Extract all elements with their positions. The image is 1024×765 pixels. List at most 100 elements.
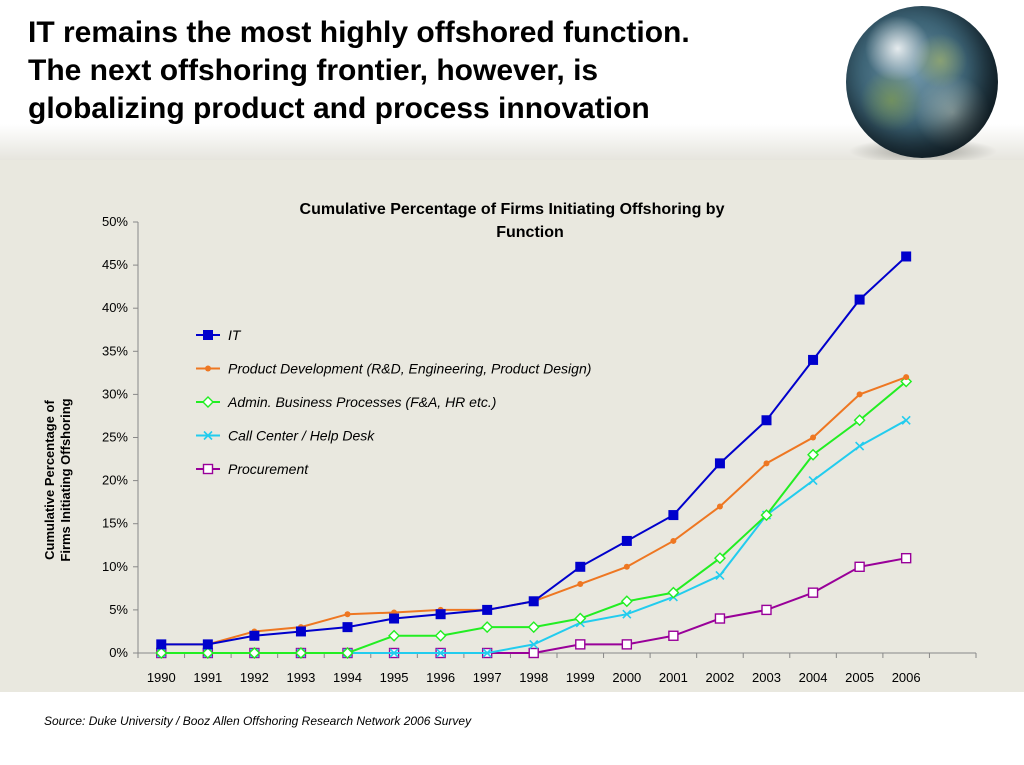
data-point (623, 563, 630, 570)
y-tick-label: 10% (102, 559, 128, 574)
legend-swatch-marker (203, 330, 213, 340)
data-point (808, 476, 818, 486)
data-point (901, 415, 911, 425)
data-point (900, 552, 912, 564)
legend-item-2: Product Development (R&D, Engineering, P… (196, 361, 591, 377)
series-line (161, 380, 907, 654)
data-point (342, 622, 353, 633)
globe-image (846, 6, 998, 158)
data-point (528, 596, 539, 607)
y-tick-label: 45% (102, 257, 128, 272)
data-point (715, 570, 725, 580)
data-point (389, 613, 400, 624)
x-tick-label: 2003 (752, 670, 781, 685)
x-tick-label: 1990 (147, 670, 176, 685)
legend-label: Call Center / Help Desk (228, 428, 375, 444)
data-point (529, 639, 539, 649)
data-point (713, 552, 726, 565)
x-tick-label: 1997 (473, 670, 502, 685)
y-tick-label: 50% (102, 214, 128, 229)
x-tick-label: 2005 (845, 670, 874, 685)
chart-title-line-1: Cumulative Percentage of Firms Initiatin… (300, 201, 725, 218)
legend-swatch-marker (202, 463, 214, 475)
slide-title-line-1: IT remains the most highly offshored fun… (28, 16, 690, 49)
y-axis-label-line-2: Firms Initiating Offshoring (58, 398, 73, 561)
data-point (341, 647, 354, 659)
x-tick-label: 1999 (566, 670, 595, 685)
legend-label: IT (228, 327, 242, 343)
legend-item-3: Admin. Business Processes (F&A, HR etc.) (196, 394, 496, 410)
x-tick-label: 2004 (799, 670, 828, 685)
data-point (574, 612, 587, 625)
slide-title: IT remains the most highly offshored fun… (28, 14, 828, 128)
data-point (294, 647, 307, 659)
source-note: Source: Duke University / Booz Allen Off… (44, 714, 472, 728)
data-point (808, 354, 819, 365)
data-point (575, 639, 586, 650)
data-point (527, 621, 540, 634)
data-point (760, 509, 773, 522)
data-point (714, 458, 725, 469)
chart-title-line-2: Function (496, 224, 564, 241)
data-point (575, 561, 586, 572)
x-tick-label: 1998 (519, 670, 548, 685)
data-point (389, 648, 399, 658)
legend-label: Procurement (228, 461, 309, 477)
data-point (854, 294, 865, 305)
data-point (248, 647, 261, 659)
data-point (854, 561, 865, 572)
data-point (667, 586, 680, 599)
legend-item-1: IT (196, 327, 242, 343)
title-band (0, 124, 1024, 160)
slide-title-line-2: The next offshoring frontier, however, i… (28, 54, 599, 87)
data-point (853, 414, 866, 427)
data-point (670, 537, 677, 544)
y-axis-label-line-1: Cumulative Percentage of (42, 400, 57, 560)
data-point (295, 626, 306, 637)
data-point (903, 374, 910, 381)
data-point (807, 587, 819, 598)
data-point (344, 611, 351, 618)
data-point (481, 621, 494, 634)
legend-label: Admin. Business Processes (F&A, HR etc.) (227, 394, 496, 410)
x-tick-label: 2006 (892, 670, 921, 685)
series-line (161, 255, 907, 646)
x-tick-label: 2000 (612, 670, 641, 685)
y-axis-label: Cumulative Percentage of Firms Initiatin… (42, 398, 73, 561)
legend-label: Product Development (R&D, Engineering, P… (228, 361, 591, 377)
data-point (155, 647, 168, 659)
series-2 (158, 374, 910, 648)
data-point (763, 460, 770, 467)
x-tick-label: 1996 (426, 670, 455, 685)
data-point (621, 639, 633, 650)
x-tick-label: 2001 (659, 670, 688, 685)
y-tick-label: 25% (102, 430, 128, 445)
data-point (249, 630, 260, 641)
y-tick-label: 30% (102, 386, 128, 401)
x-tick-label: 2002 (705, 670, 734, 685)
data-point (528, 647, 539, 659)
y-tick-label: 40% (102, 300, 128, 315)
legend-item-4: Call Center / Help Desk (196, 428, 375, 444)
data-point (810, 434, 817, 441)
data-point (435, 609, 446, 620)
data-point (482, 648, 492, 658)
series-4 (156, 415, 911, 658)
data-point (202, 639, 213, 650)
legend-item-5: Procurement (196, 461, 309, 477)
x-tick-label: 1991 (193, 670, 222, 685)
slide-title-line-3: globalizing product and process innovati… (28, 92, 650, 125)
data-point (388, 629, 401, 642)
data-point (434, 629, 447, 642)
line-chart: Cumulative Percentage of Firms Initiatin… (42, 201, 977, 685)
data-point (901, 251, 912, 262)
y-tick-label: 15% (102, 516, 128, 531)
data-point (856, 391, 863, 398)
data-point (621, 535, 632, 546)
data-point (482, 604, 493, 615)
series-1 (156, 251, 912, 650)
legend-swatch-marker (202, 396, 214, 408)
x-tick-label: 1995 (380, 670, 409, 685)
y-tick-label: 5% (109, 602, 128, 617)
y-tick-label: 0% (109, 645, 128, 660)
